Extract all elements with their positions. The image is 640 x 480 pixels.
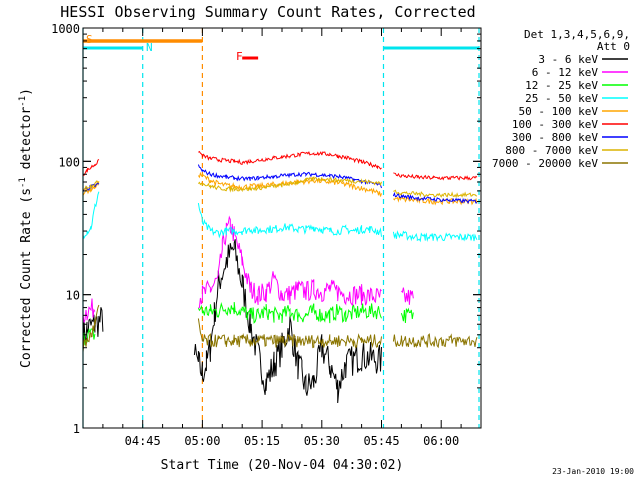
series-layer [82, 150, 478, 404]
legend-label: 12 - 25 keV [525, 79, 598, 92]
y-tick-label: 100 [58, 155, 80, 169]
legend-label: 100 - 300 keV [512, 118, 598, 131]
legend-label: 3 - 6 keV [538, 53, 598, 66]
series-line-4 [82, 191, 478, 243]
x-tick-label: 04:45 [125, 434, 161, 448]
x-tick-label: 06:00 [423, 434, 459, 448]
y-axis-label: Corrected Count Rate (s-1 detector-1) [18, 88, 34, 368]
legend-label: 6 - 12 keV [532, 66, 599, 79]
series-line-8 [82, 176, 478, 199]
interval-bands [82, 28, 480, 428]
x-tick-label: 05:15 [244, 434, 280, 448]
y-tick-label: 1000 [51, 22, 80, 36]
legend-label: 300 - 800 keV [512, 131, 598, 144]
footer-date: 23-Jan-2010 19:00 [552, 467, 634, 476]
x-axis-label: Start Time (20-Nov-04 04:30:02) [161, 458, 404, 473]
series-line-9 [82, 304, 478, 353]
series-line-2 [82, 215, 414, 323]
x-tick-label: 05:00 [184, 434, 220, 448]
flare-marker-label: F [236, 50, 243, 63]
y-tick-label: 10 [66, 289, 80, 303]
legend-label: 25 - 50 keV [525, 92, 598, 105]
night-marker-label: N [146, 41, 153, 54]
series-line-1 [82, 239, 382, 404]
x-tick-label: 05:45 [363, 434, 399, 448]
y-axis: 1 10 100 1000 [51, 22, 481, 436]
legend-header-line-2: Att 0 [597, 40, 630, 53]
x-tick-label: 05:30 [304, 434, 340, 448]
legend-label: 800 - 7000 keV [505, 144, 598, 157]
chart-title: HESSI Observing Summary Count Rates, Cor… [60, 3, 475, 21]
legend-label: 50 - 100 keV [519, 105, 599, 118]
x-axis: 04:45 05:00 05:15 05:30 05:45 06:00 [82, 28, 482, 448]
series-line-6 [82, 150, 478, 181]
y-tick-label: 1 [73, 422, 80, 436]
legend-label: 7000 - 20000 keV [492, 157, 598, 170]
saa-marker-label: S [86, 33, 93, 46]
legend-header-line-1: Det 1,3,4,5,6,9, [524, 28, 630, 41]
